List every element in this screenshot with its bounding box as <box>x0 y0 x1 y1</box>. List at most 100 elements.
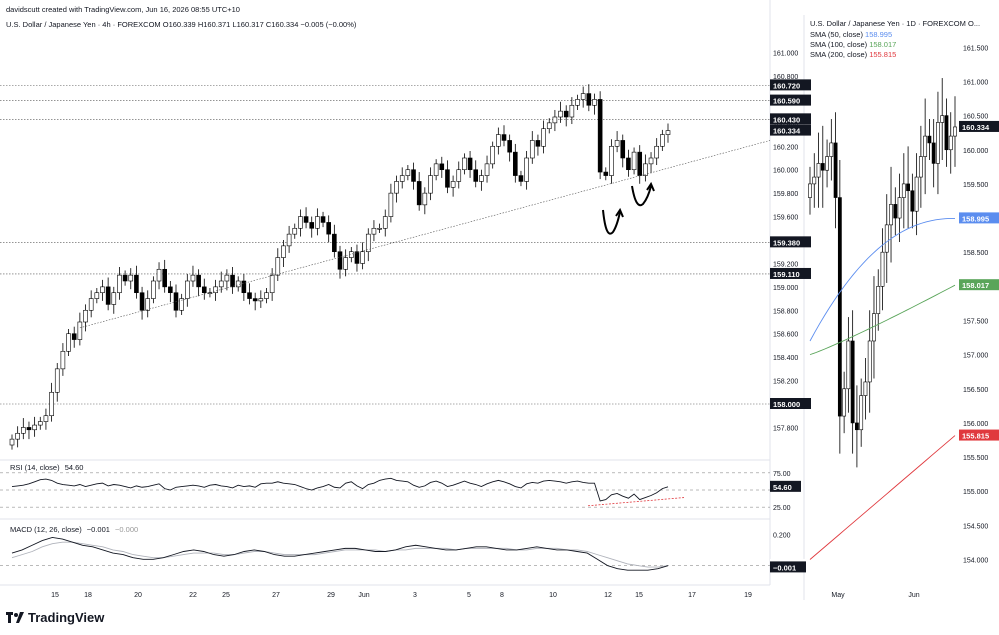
candle-body <box>100 286 105 294</box>
x-tick: 15 <box>635 592 643 599</box>
candle-body <box>145 298 151 311</box>
x-tick: 20 <box>134 592 142 599</box>
main-y-tick: 158.600 <box>773 332 798 339</box>
candle-body <box>190 274 196 282</box>
rsi-y-tick: 25.00 <box>773 505 791 512</box>
candle-body <box>535 140 541 147</box>
x-tick: 10 <box>549 592 557 599</box>
annotation-arrow-1 <box>602 209 621 235</box>
sma50-value: 158.995 <box>865 30 893 39</box>
level-price-label: 158.000 <box>773 400 800 409</box>
level-price-label-bg <box>770 94 811 106</box>
level-price-label-bg <box>770 398 811 409</box>
daily-last-price-label-bg <box>959 120 999 132</box>
main-y-tick: 158.800 <box>773 308 798 315</box>
candle-body <box>49 391 54 417</box>
daily-candle-body <box>906 183 910 192</box>
daily-y-tick: 158.500 <box>963 250 988 257</box>
x-tick: 27 <box>272 592 280 599</box>
macd-signal-line <box>11 541 669 568</box>
candle-body <box>185 280 190 299</box>
level-price-label: 159.380 <box>773 238 800 247</box>
daily-y-tick: 154.500 <box>963 523 988 530</box>
daily-last-price-label: 160.334 <box>962 123 990 132</box>
candle-body <box>445 169 450 188</box>
candle-body <box>9 438 15 446</box>
daily-title-suffix: O... <box>968 19 981 28</box>
daily-title: U.S. Dollar / Japanese Yen · 1D · FOREXC… <box>810 19 966 28</box>
daily-candle-body <box>953 126 957 137</box>
daily-x-tick: Jun <box>908 592 919 599</box>
macd-value: −0.001 <box>86 525 110 534</box>
annotation-arrowhead-2 <box>646 181 655 192</box>
daily-candle-body <box>825 156 829 171</box>
x-tick: 15 <box>51 592 59 599</box>
candle-body <box>614 140 620 147</box>
candle-body <box>648 157 654 165</box>
candle-body <box>388 192 394 217</box>
daily-candle-body <box>940 115 945 123</box>
candle-body <box>298 216 303 229</box>
daily-y-tick: 157.000 <box>963 353 988 360</box>
tradingview-logo[interactable]: TradingView <box>6 610 104 625</box>
candle-body <box>151 280 156 299</box>
daily-y-tick: 156.000 <box>963 421 988 428</box>
candle-body <box>546 122 552 130</box>
main-y-tick: 159.800 <box>773 191 798 198</box>
candle-body <box>496 134 501 147</box>
candle-body <box>637 151 643 176</box>
candle-body <box>26 427 32 431</box>
main-y-tick: 157.800 <box>773 425 798 432</box>
daily-candle-body <box>910 190 915 212</box>
candle-body <box>224 274 230 282</box>
x-tick: Jun <box>358 592 369 599</box>
candle-body <box>235 280 241 288</box>
candle-body <box>626 157 631 171</box>
main-legend: U.S. Dollar / Japanese Yen · 4h · FOREXC… <box>6 20 356 29</box>
macd-legend: MACD (12, 26, close) −0.001 −0.000 <box>10 525 138 534</box>
level-price-label-bg <box>770 236 811 248</box>
daily-candle-body <box>880 251 885 287</box>
ohlc-high: 160.371 <box>203 20 231 29</box>
x-tick: 19 <box>744 592 752 599</box>
x-tick: 25 <box>222 592 230 599</box>
candle-body <box>15 432 20 440</box>
level-price-label: 160.590 <box>773 97 800 106</box>
candle-body <box>501 134 507 141</box>
candle-body <box>258 298 264 302</box>
candle-body <box>218 280 224 288</box>
candle-body <box>105 286 111 305</box>
candle-body <box>377 227 382 230</box>
main-last-price-label: 160.334 <box>773 127 801 136</box>
daily-candle-body <box>927 135 932 144</box>
chart-credit: davidscutt created with TradingView.com,… <box>6 5 240 14</box>
daily-y-tick: 155.000 <box>963 489 988 496</box>
candle-body <box>343 257 348 270</box>
daily-candle-body <box>897 197 902 219</box>
candle-body <box>524 157 529 182</box>
candle-body <box>552 116 558 124</box>
main-y-tick: 160.400 <box>773 121 798 128</box>
macd-last-label: −0.001 <box>773 563 796 572</box>
candle-body <box>450 181 456 188</box>
daily-candle-body <box>833 142 838 198</box>
candle-body <box>128 274 134 282</box>
macd-line <box>11 537 669 571</box>
candle-body <box>94 292 100 299</box>
candle-body <box>631 151 637 171</box>
rsi-value: 54.60 <box>64 463 84 472</box>
candle-body <box>332 233 337 253</box>
candle-body <box>597 99 603 173</box>
sma200-label: SMA (200, close) <box>810 50 868 59</box>
candle-body <box>168 286 173 294</box>
daily-candle-body <box>829 142 834 157</box>
candle-body <box>111 292 117 305</box>
x-tick: 22 <box>189 592 197 599</box>
candle-body <box>303 216 309 223</box>
main-y-tick: 159.200 <box>773 261 798 268</box>
sma-line-1 <box>809 284 956 356</box>
main-last-price-label-bg <box>770 124 811 136</box>
rsi-last-label-bg <box>770 480 801 492</box>
candle-body <box>411 169 416 182</box>
